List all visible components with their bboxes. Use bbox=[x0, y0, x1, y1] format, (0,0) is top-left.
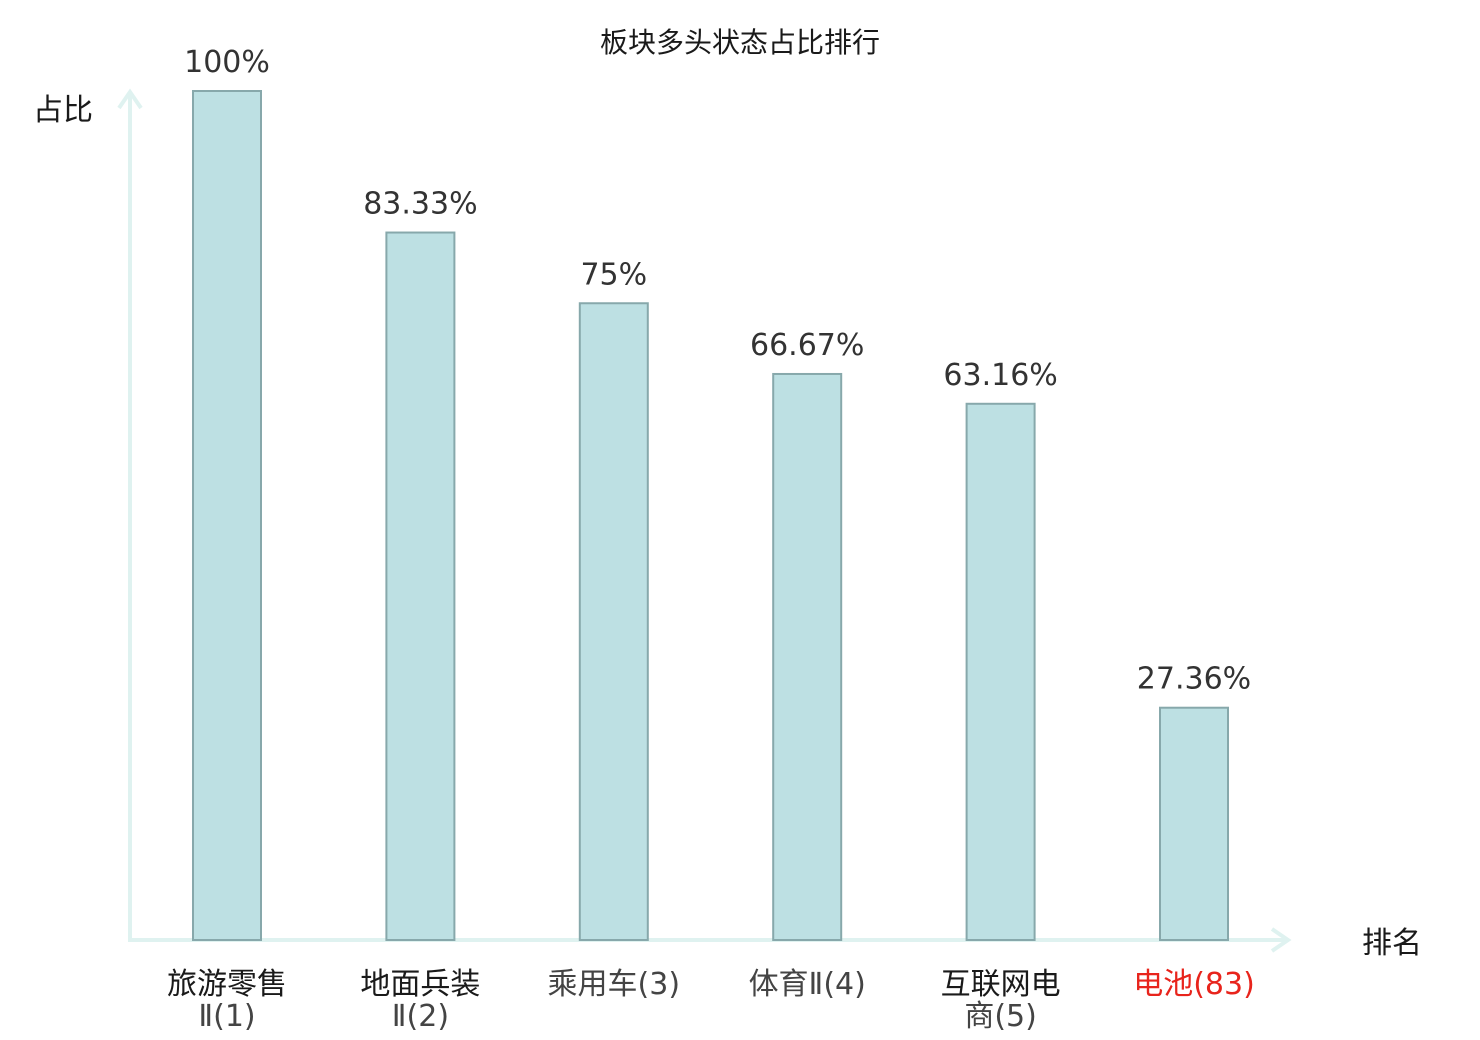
chart-title: 板块多头状态占比排行 bbox=[600, 26, 880, 59]
bar-series bbox=[192, 90, 1229, 942]
bar bbox=[192, 90, 262, 941]
category-label: 电池(83) bbox=[1133, 967, 1255, 1002]
bar-value-label: 75% bbox=[580, 257, 647, 292]
bar bbox=[965, 402, 1036, 941]
category-label-group: 旅游零售 Ⅱ(1) 地面兵装 Ⅱ(2) 乘用车(3) 体育Ⅱ(4) 互联网电商(5) 电池(8… bbox=[167, 967, 1255, 1034]
bar bbox=[578, 302, 649, 941]
y-axis-label: 占比 bbox=[33, 93, 93, 128]
category-label: 乘用车(3) bbox=[548, 967, 681, 1002]
bar bbox=[772, 372, 843, 942]
bar-value-label: 100% bbox=[184, 45, 270, 80]
bar bbox=[1159, 706, 1229, 942]
category-label: 互联网电商(5) bbox=[941, 967, 1061, 1034]
x-axis bbox=[128, 927, 1292, 953]
category-label: 旅游零售 Ⅱ(1) bbox=[167, 967, 287, 1034]
bar-value-label: 66.67% bbox=[750, 328, 864, 363]
category-label: 地面兵装 Ⅱ(2) bbox=[360, 967, 480, 1034]
bar-value-label: 63.16% bbox=[943, 358, 1057, 393]
x-axis-label: 排名 bbox=[1362, 926, 1422, 961]
bar-value-label: 83.33% bbox=[363, 187, 477, 222]
bar-value-label: 27.36% bbox=[1137, 662, 1251, 697]
bar bbox=[385, 231, 456, 941]
value-label-group: 100% 83.33% 75% 66.67% 63.16% 27.36% bbox=[184, 45, 1251, 697]
category-label: 体育Ⅱ(4) bbox=[749, 967, 866, 1002]
y-axis bbox=[117, 88, 143, 940]
